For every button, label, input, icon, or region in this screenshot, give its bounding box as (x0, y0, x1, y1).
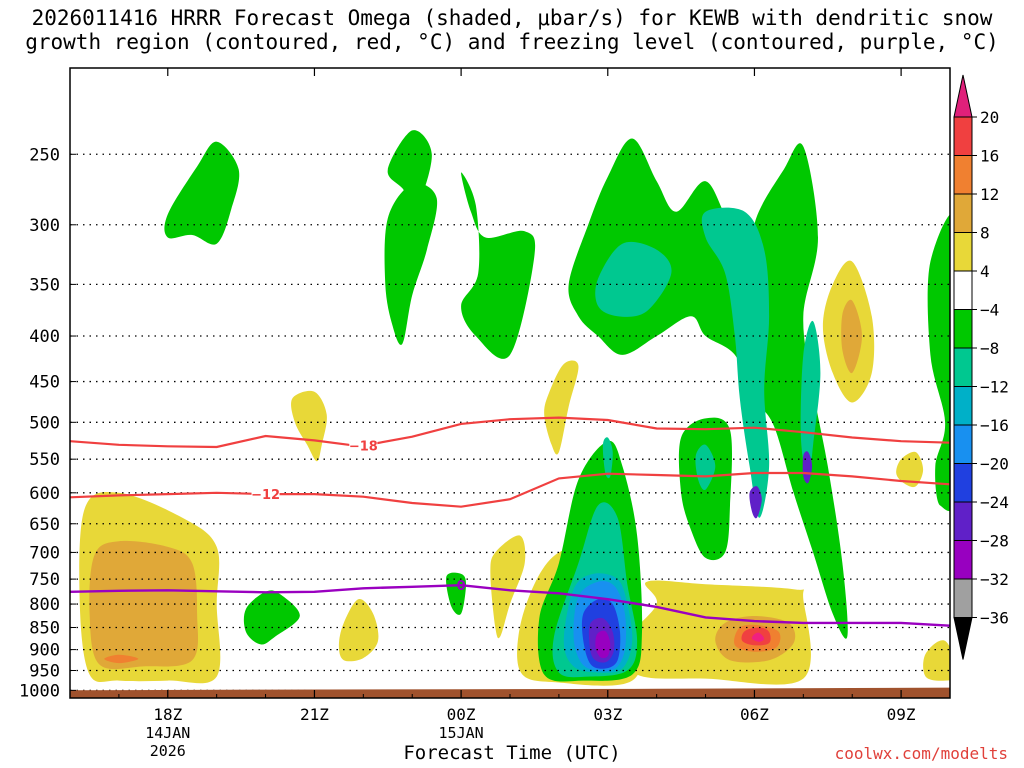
omega-region-26 (927, 214, 950, 512)
x-tick-label-06Z: 06Z (740, 705, 769, 724)
x-tick-label-21Z: 21Z (300, 705, 329, 724)
colorbar-label-9: −20 (980, 455, 1009, 474)
x-tick-label-00Z: 00Z (447, 705, 476, 724)
dgz-minus18-contour-label: −18 (349, 440, 378, 455)
omega-region-30 (695, 444, 716, 491)
y-tick-label-350: 350 (29, 275, 60, 295)
omega-shading (79, 130, 950, 686)
omega-region-28 (701, 207, 770, 518)
colorbar-label-4: 4 (980, 262, 990, 281)
colorbar-band-5 (953, 309, 973, 349)
colorbar-band-7 (953, 386, 973, 426)
y-tick-label-250: 250 (29, 145, 60, 165)
x-date-label-18Z: 14JAN (145, 724, 190, 742)
y-tick-label-850: 850 (29, 618, 60, 638)
colorbar-label-5: −4 (980, 301, 999, 320)
omega-region-12 (751, 632, 765, 642)
x-year-label-18Z: 2026 (150, 742, 186, 760)
omega-region-5 (490, 535, 526, 639)
y-tick-label-950: 950 (29, 662, 60, 682)
terrain-band (70, 687, 950, 698)
y-tick-label-800: 800 (29, 595, 60, 615)
dgz-minus12-contour-line (70, 471, 950, 508)
colorbar-label-7: −12 (980, 378, 1009, 397)
dgz-minus18-contour-label-bg (349, 437, 378, 454)
colorbar-label-13: −36 (980, 609, 1009, 628)
omega-region-27 (595, 241, 672, 317)
colorbar-band-11 (953, 540, 973, 580)
colorbar-label-2: 12 (980, 185, 999, 204)
y-tick-label-500: 500 (29, 413, 60, 433)
y-tick-label-700: 700 (29, 543, 60, 563)
omega-region-15 (896, 451, 924, 488)
colorbar-band-8 (953, 424, 973, 464)
colorbar-label-12: −32 (980, 570, 1009, 589)
freezing-level-line (70, 583, 950, 627)
colorbar-band-3 (953, 232, 973, 272)
omega-region-20 (461, 172, 536, 359)
colorbar-band-10 (953, 501, 973, 541)
omega-region-19 (384, 183, 438, 345)
colorbar-label-8: −16 (980, 416, 1009, 435)
omega-region-2 (104, 654, 139, 664)
dgz-minus18-contour-line (70, 416, 950, 449)
omega-region-29 (800, 320, 821, 480)
chart-title-line-2: growth region (contoured, red, °C) and f… (25, 30, 999, 54)
colorbar-band-4 (953, 270, 973, 310)
omega-region-16 (923, 640, 950, 681)
omega-region-4 (338, 599, 379, 662)
temperature-contours: −18 −12 0 (70, 416, 950, 627)
colorbar-band-6 (953, 347, 973, 387)
terrain (70, 687, 950, 698)
omega-region-37 (595, 630, 611, 659)
x-date-label-00Z: 15JAN (439, 724, 484, 742)
omega-region-1 (89, 540, 199, 670)
omega-region-21 (387, 130, 432, 207)
colorbar-top-arrow (953, 74, 973, 118)
omega-region-17 (164, 141, 240, 245)
colorbar: 20 16 12 8 4 −4 −8 −12 −16 −20 −24 −28 −32 −36 (953, 74, 1009, 660)
omega-region-14 (841, 299, 862, 374)
colorbar-band-9 (953, 463, 973, 503)
omega-region-18 (243, 590, 300, 645)
colorbar-label-0: 20 (980, 108, 999, 127)
freezing-level-label: 0 (457, 579, 466, 594)
colorbar-label-10: −24 (980, 493, 1009, 512)
colorbar-band-1 (953, 155, 973, 195)
x-tick-label-18Z: 18Z (153, 705, 182, 724)
colorbar-label-1: 16 (980, 147, 999, 166)
y-tick-label-450: 450 (29, 373, 60, 393)
omega-region-32 (602, 437, 613, 479)
y-tick-label-900: 900 (29, 641, 60, 661)
omega-region-6 (544, 360, 579, 455)
omega-region-38 (749, 486, 762, 519)
colorbar-band-0 (953, 116, 973, 156)
x-tick-label-03Z: 03Z (593, 705, 622, 724)
y-tick-label-1000: 1000 (19, 681, 60, 701)
y-tick-label-400: 400 (29, 327, 60, 347)
omega-region-3 (291, 390, 327, 462)
x-tick-label-09Z: 09Z (887, 705, 916, 724)
chart-title-line-1: 2026011416 HRRR Forecast Omega (shaded, … (31, 6, 993, 30)
colorbar-label-3: 8 (980, 224, 990, 243)
colorbar-bottom-arrow (953, 617, 973, 660)
y-tick-label-600: 600 (29, 484, 60, 504)
axes: 250 300 350 400 450 500 550 600 650 700 750 800 850 9… (19, 68, 916, 760)
colorbar-band-2 (953, 193, 973, 233)
x-axis-label: Forecast Time (UTC) (403, 742, 621, 764)
colorbar-label-6: −8 (980, 339, 999, 358)
colorbar-band-12 (953, 578, 973, 618)
y-tick-label-550: 550 (29, 450, 60, 470)
y-tick-label-650: 650 (29, 515, 60, 535)
colorbar-label-11: −28 (980, 532, 1009, 551)
dgz-minus12-contour-label-bg (251, 486, 280, 503)
dgz-minus12-contour-label: −12 (251, 488, 280, 503)
credit-link[interactable]: coolwx.com/modelts (834, 744, 1008, 763)
y-tick-label-300: 300 (29, 216, 60, 236)
y-tick-label-750: 750 (29, 570, 60, 590)
